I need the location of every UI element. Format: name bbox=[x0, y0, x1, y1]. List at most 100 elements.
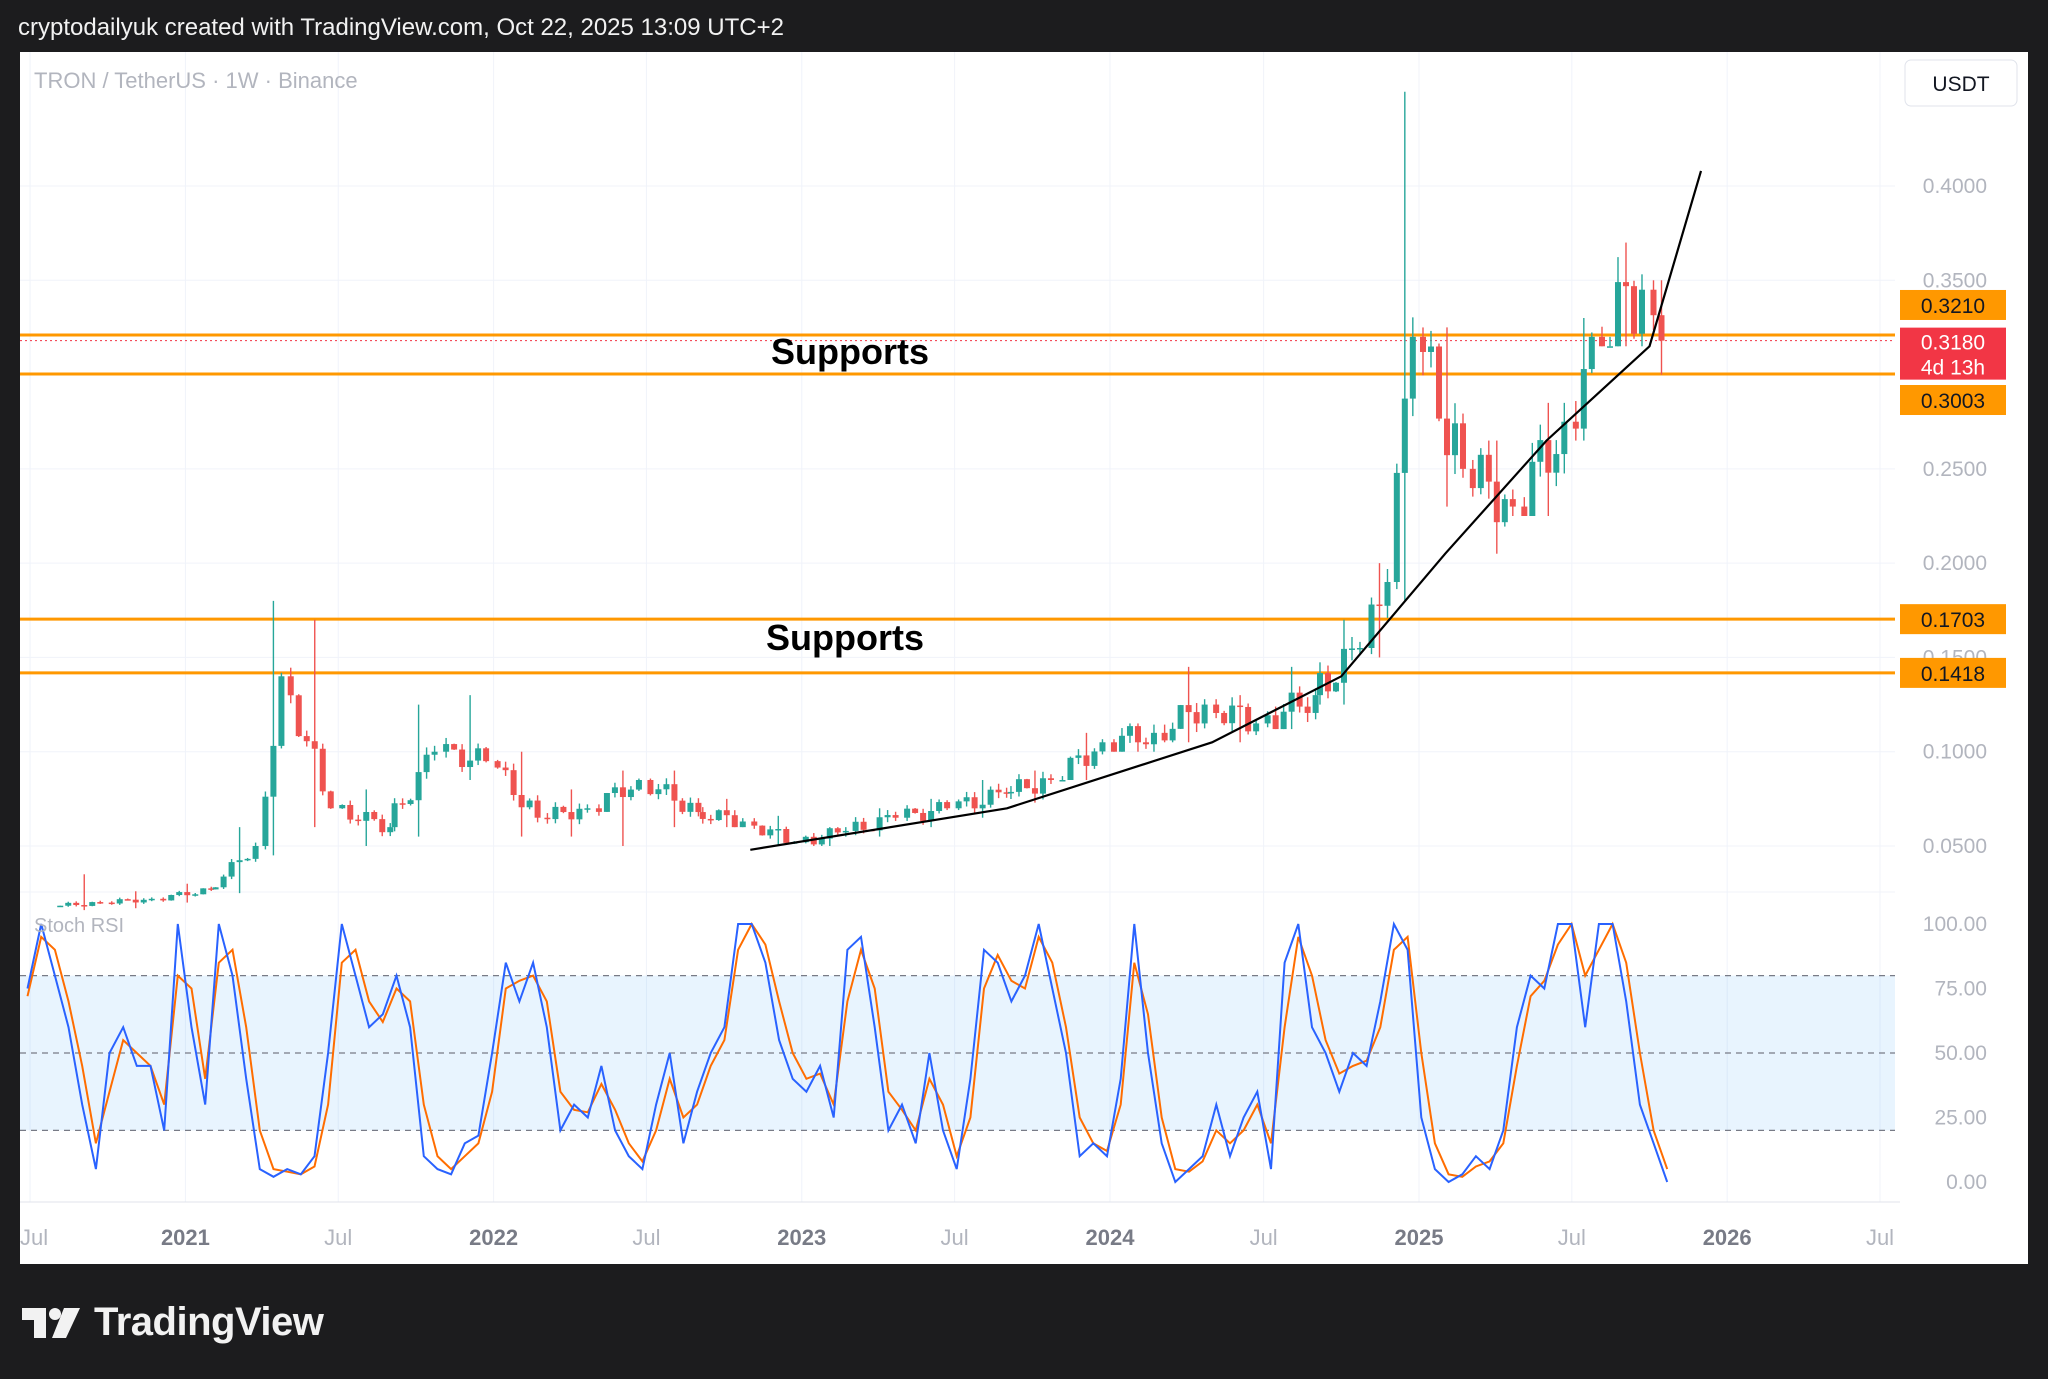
time-tick-label: Jul bbox=[1866, 1225, 1894, 1250]
candle-body bbox=[1023, 779, 1030, 789]
symbol-label: TRON / TetherUS · 1W · Binance bbox=[34, 68, 358, 93]
candle-body bbox=[1501, 499, 1508, 523]
support-price-badge bbox=[1900, 604, 2006, 635]
candle-body bbox=[552, 806, 559, 820]
candle-body bbox=[423, 754, 430, 773]
candle-body bbox=[1356, 648, 1363, 650]
grid-layer bbox=[20, 52, 1895, 1202]
candle-body bbox=[443, 744, 450, 752]
candle-body bbox=[1272, 715, 1279, 730]
candle-body bbox=[1015, 779, 1022, 792]
candle-body bbox=[220, 876, 227, 888]
candle-body bbox=[1177, 705, 1184, 729]
candle-body bbox=[1598, 336, 1605, 347]
candle-body bbox=[584, 808, 591, 810]
currency-button[interactable]: USDT bbox=[1904, 59, 2018, 107]
chart-frame: 0.05000.10000.15000.20000.25000.35000.40… bbox=[20, 52, 2028, 1264]
support-price-value: 0.3003 bbox=[1921, 390, 1985, 413]
candle-body bbox=[132, 899, 139, 903]
time-tick-label: Jul bbox=[1250, 1225, 1278, 1250]
candle-body bbox=[451, 744, 458, 750]
bar-countdown: 4d 13h bbox=[1921, 357, 1985, 380]
candle-body bbox=[1110, 742, 1117, 752]
candle-body bbox=[319, 748, 326, 792]
candle-body bbox=[391, 803, 398, 828]
candle-body bbox=[595, 808, 602, 812]
candle-body bbox=[1340, 648, 1347, 683]
tradingview-brand-name: TradingView bbox=[94, 1300, 324, 1344]
candle-body bbox=[884, 815, 891, 818]
support-price-value: 0.1418 bbox=[1921, 663, 1985, 686]
candle-body bbox=[876, 817, 883, 831]
candle-body bbox=[1650, 289, 1657, 316]
candle-body bbox=[920, 812, 927, 821]
candle-body bbox=[611, 787, 618, 794]
candle-body bbox=[1091, 751, 1098, 766]
candle-body bbox=[208, 888, 215, 890]
candle-body bbox=[783, 829, 790, 843]
candle-body bbox=[663, 784, 670, 790]
stoch-tick-label: 75.00 bbox=[1934, 978, 1987, 1001]
current-price-badge bbox=[1900, 327, 2006, 380]
candle-body bbox=[1161, 732, 1168, 741]
candle-body bbox=[278, 676, 285, 746]
candle-body bbox=[1545, 440, 1552, 473]
candle-body bbox=[1393, 472, 1400, 582]
candle-body bbox=[1658, 315, 1665, 341]
candle-body bbox=[1588, 336, 1595, 370]
candle-body bbox=[1401, 398, 1408, 473]
candle-body bbox=[1312, 695, 1319, 713]
candle-body bbox=[387, 827, 394, 833]
support-price-badge bbox=[1900, 657, 2006, 688]
candle-body bbox=[407, 800, 414, 804]
candle-body bbox=[1039, 778, 1046, 794]
candle-body bbox=[1142, 742, 1149, 745]
candle-body bbox=[1264, 715, 1271, 724]
stoch-tick-label: 0.00 bbox=[1946, 1171, 1987, 1194]
candle-body bbox=[124, 899, 131, 901]
candle-body bbox=[655, 789, 662, 795]
candle-body bbox=[371, 811, 378, 820]
support-price-value: 0.3210 bbox=[1921, 295, 1985, 318]
candle-body bbox=[1134, 726, 1141, 743]
candle-body bbox=[1047, 778, 1054, 780]
candle-body bbox=[295, 695, 302, 737]
time-tick-label: 2021 bbox=[161, 1225, 210, 1250]
candle-body bbox=[347, 804, 354, 820]
candle-body bbox=[647, 780, 654, 795]
candle-body bbox=[184, 892, 191, 896]
candle-body bbox=[1201, 704, 1208, 724]
candle-body bbox=[1537, 440, 1544, 462]
time-tick-label: 2024 bbox=[1085, 1225, 1135, 1250]
candle-body bbox=[1118, 735, 1125, 752]
time-tick-label: Jul bbox=[632, 1225, 660, 1250]
candle-body bbox=[1561, 421, 1568, 455]
candle-body bbox=[502, 767, 509, 771]
candle-body bbox=[303, 736, 310, 742]
candle-body bbox=[699, 812, 706, 819]
candle-body bbox=[1169, 728, 1176, 741]
candle-body bbox=[818, 838, 825, 845]
candle-body bbox=[860, 821, 867, 830]
candle-body bbox=[679, 800, 686, 812]
candle-body bbox=[707, 818, 714, 821]
candle-body bbox=[671, 784, 678, 801]
candle-body bbox=[518, 794, 525, 808]
candle-body bbox=[89, 902, 96, 906]
candle-body bbox=[739, 821, 746, 828]
candle-body bbox=[695, 802, 702, 813]
chart-canvas[interactable]: 0.05000.10000.15000.20000.25000.35000.40… bbox=[20, 52, 2028, 1264]
stoch-tick-label: 50.00 bbox=[1934, 1042, 1987, 1065]
chart-caption: cryptodailyuk created with TradingView.c… bbox=[18, 14, 784, 41]
candle-body bbox=[399, 803, 406, 805]
candle-body bbox=[287, 676, 294, 696]
time-axis: Jul 2021 Jul 2022 Jul 2023 Jul 2024 Jul 2025 Jul 20… bbox=[20, 1225, 1894, 1250]
candle-body bbox=[459, 749, 466, 768]
candle-body bbox=[759, 825, 766, 836]
candle-body bbox=[1280, 711, 1287, 730]
candle-body bbox=[228, 862, 235, 877]
time-tick-label: 2023 bbox=[777, 1225, 826, 1250]
candle-body bbox=[1368, 604, 1375, 648]
candle-body bbox=[327, 791, 334, 809]
candle-body bbox=[526, 800, 533, 808]
